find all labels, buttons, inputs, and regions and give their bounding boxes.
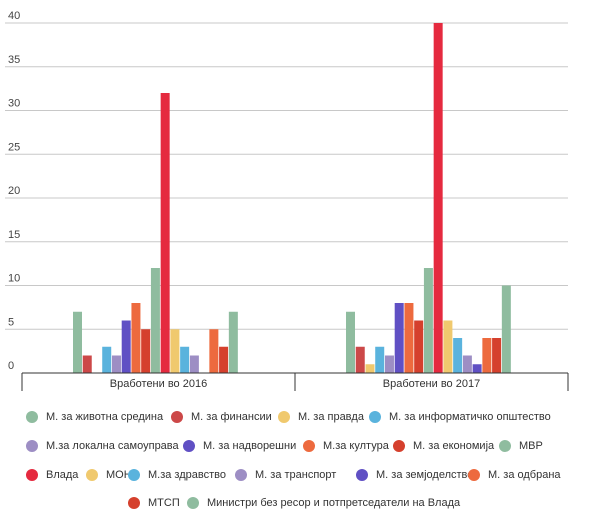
legend-label: Министри без ресор и потпретседатели на … [207, 497, 461, 509]
y-tick-label: 35 [8, 54, 20, 66]
legend-item[interactable]: М. за економија [393, 440, 494, 452]
legend-label: МТСП [148, 497, 180, 509]
bar [472, 364, 482, 373]
legend-label: М. за животна средина [46, 411, 164, 423]
legend-label: М.за локална самоуправа [46, 440, 179, 452]
bar [82, 355, 92, 373]
bar [170, 329, 180, 373]
legend-item[interactable]: М.за локална самоуправа [26, 440, 179, 452]
legend-swatch [235, 469, 247, 481]
legend-swatch [183, 440, 195, 452]
legend-item[interactable]: М. за одбрана [468, 469, 561, 481]
bar [346, 311, 355, 373]
legend-label: М. за надворешни [203, 440, 297, 452]
bar [365, 364, 375, 373]
legend-label: М. за одбрана [488, 469, 561, 481]
y-tick-label: 25 [8, 141, 20, 153]
legend-label: Влада [46, 469, 79, 481]
legend-label: М. за економија [413, 440, 495, 452]
legend-swatch [369, 411, 381, 423]
legend-item[interactable]: Влада [26, 469, 78, 481]
legend-swatch [128, 469, 140, 481]
legend-label: М.за култура [323, 440, 389, 452]
bar [501, 285, 511, 373]
legend-swatch [187, 497, 199, 509]
bar [228, 311, 238, 373]
legend-swatch [303, 440, 315, 452]
bar [141, 329, 151, 373]
bar [121, 320, 131, 373]
legend-item[interactable]: МВР [499, 440, 543, 452]
legend-label: М. за земјоделство [376, 469, 474, 481]
bar [150, 268, 160, 373]
bar [131, 303, 141, 373]
legend-label: М. за транспорт [255, 469, 337, 481]
y-tick-label: 0 [8, 360, 14, 372]
legend-swatch [393, 440, 405, 452]
legend-swatch [26, 411, 38, 423]
y-tick-label: 30 [8, 98, 20, 110]
bar [433, 23, 443, 373]
legend-swatch [128, 497, 140, 509]
legend-item[interactable]: М. за финансии [171, 411, 272, 423]
y-tick-label: 5 [8, 316, 14, 328]
y-tick-label: 15 [8, 229, 20, 241]
legend-label: М. за информатичко општество [389, 411, 551, 423]
bar [443, 320, 453, 373]
bar [375, 346, 385, 373]
legend-item[interactable]: МТСП [128, 497, 180, 509]
bar [180, 346, 190, 373]
bar [492, 338, 502, 373]
x-category-label: Вработени во 2016 [110, 378, 207, 390]
legend-swatch [26, 469, 38, 481]
axes: 0 5 10 15 20 25 30 35 40 Вработени во 2016 Вработе… [8, 10, 569, 391]
legend-label: МВР [519, 440, 543, 452]
gridlines [5, 22, 568, 330]
legend-swatch [86, 469, 98, 481]
bar [219, 346, 229, 373]
bar [384, 355, 394, 373]
legend-item[interactable]: М. за информатичко општество [369, 411, 551, 423]
legend-item[interactable]: М. за животна средина [26, 411, 163, 423]
bar [482, 338, 492, 373]
legend-swatch [171, 411, 183, 423]
legend-swatch [278, 411, 290, 423]
bars [73, 23, 511, 373]
legend-label: М. за финансии [191, 411, 272, 423]
legend-item[interactable]: М.за култура [303, 440, 389, 452]
bar [394, 303, 404, 373]
legend-item[interactable]: М.за здравство [128, 469, 226, 481]
bar [355, 346, 365, 373]
y-tick-label: 40 [8, 10, 20, 22]
bar [160, 93, 170, 373]
legend-item[interactable]: МОН [86, 469, 132, 481]
y-tick-label: 20 [8, 185, 20, 197]
bar [189, 355, 199, 373]
legend-swatch [468, 469, 480, 481]
legend-item[interactable]: М. за транспорт [235, 469, 336, 481]
legend-item[interactable]: М. за надворешни [183, 440, 296, 452]
bar [404, 303, 414, 373]
bar [73, 311, 82, 373]
bar [423, 268, 433, 373]
legend-swatch [26, 440, 38, 452]
bar [453, 338, 463, 373]
legend-label: МОН [106, 469, 132, 481]
bar [111, 355, 121, 373]
bar [102, 346, 112, 373]
bar [209, 329, 219, 373]
legend-item[interactable]: М. за земјоделство [356, 469, 473, 481]
bar [462, 355, 472, 373]
legend-label: М.за здравство [148, 469, 226, 481]
legend-item[interactable]: М. за правда [278, 411, 364, 423]
legend-item[interactable]: Министри без ресор и потпретседатели на … [187, 497, 460, 509]
legend-swatch [356, 469, 368, 481]
legend-swatch [499, 440, 511, 452]
bar [414, 320, 424, 373]
y-tick-label: 10 [8, 273, 20, 285]
legend-label: М. за правда [298, 411, 364, 423]
x-category-label: Вработени во 2017 [383, 378, 480, 390]
